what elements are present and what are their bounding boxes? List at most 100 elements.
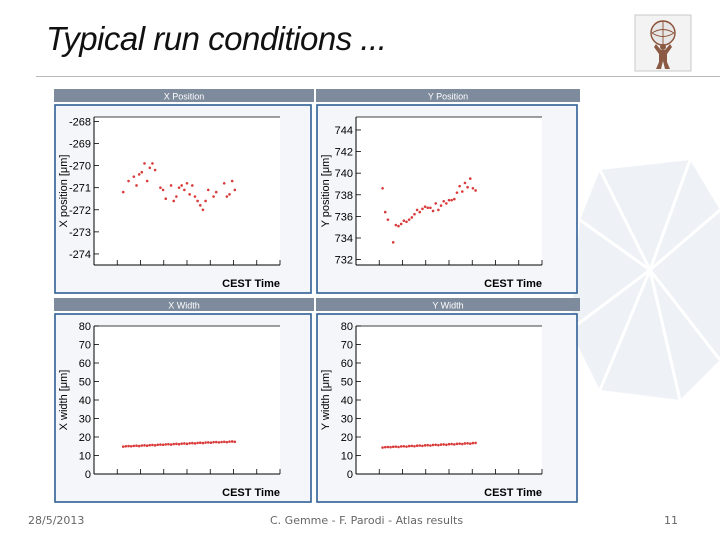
chart-y-position: Y Position 744 742 740 738 736 734 732 Y positio… <box>316 89 580 294</box>
data-point <box>196 199 199 203</box>
data-point <box>129 444 133 448</box>
data-point <box>198 204 202 207</box>
title-divider <box>36 76 720 77</box>
data-point <box>421 444 424 448</box>
data-point <box>447 442 451 446</box>
data-point <box>410 216 414 219</box>
data-point <box>458 184 461 188</box>
data-point <box>175 195 178 198</box>
data-point <box>180 442 183 445</box>
data-point <box>437 443 440 447</box>
data-point <box>383 210 387 214</box>
y-tick-label: 0 <box>85 469 91 481</box>
data-point <box>196 441 199 445</box>
data-point <box>434 202 438 205</box>
data-point <box>191 184 194 187</box>
data-point <box>423 205 427 208</box>
data-point <box>124 444 128 448</box>
background-decoration <box>569 159 720 401</box>
data-point <box>220 440 223 444</box>
data-point <box>159 443 162 446</box>
y-tick-label: 10 <box>79 451 91 463</box>
data-point <box>407 444 411 448</box>
data-point <box>191 441 194 445</box>
data-point <box>437 208 440 212</box>
y-tick-label: -268 <box>69 116 91 128</box>
data-point <box>214 190 218 194</box>
data-point <box>180 184 183 187</box>
data-point <box>161 188 165 192</box>
data-point <box>148 443 152 447</box>
data-point <box>405 220 408 224</box>
data-point <box>445 443 448 447</box>
data-point <box>394 223 398 227</box>
data-point <box>450 198 453 202</box>
footer-date: 28/5/2013 <box>28 514 85 527</box>
data-point <box>209 441 213 445</box>
data-point <box>233 188 237 192</box>
y-tick-label: 742 <box>335 147 353 159</box>
y-tick-label: 20 <box>341 432 353 444</box>
data-point <box>159 186 162 189</box>
atlas-logo <box>634 14 692 72</box>
data-point <box>453 197 456 201</box>
x-axis-label: CEST Time <box>484 278 542 290</box>
data-point <box>206 441 210 444</box>
plot-area <box>356 326 542 474</box>
data-point <box>415 208 419 212</box>
plot-area <box>94 326 280 474</box>
data-point <box>153 168 157 172</box>
data-point <box>135 184 138 187</box>
data-point <box>143 444 146 447</box>
data-point <box>132 175 136 178</box>
y-tick-label: 740 <box>335 168 353 180</box>
data-point <box>164 443 168 446</box>
data-point <box>153 444 157 447</box>
panel-title: Y Position <box>428 92 468 102</box>
panel-title: X Width <box>168 301 200 311</box>
data-point <box>394 445 398 448</box>
data-point <box>145 179 149 183</box>
data-point <box>222 440 226 444</box>
data-point <box>206 188 210 192</box>
y-tick-label: 732 <box>335 255 353 267</box>
data-point <box>389 445 392 449</box>
data-point <box>177 186 181 189</box>
x-axis-label: CEST Time <box>222 278 280 290</box>
data-point <box>228 193 231 196</box>
data-point <box>386 445 390 449</box>
data-point <box>426 443 430 447</box>
y-tick-label: 20 <box>79 432 91 444</box>
data-point <box>127 179 130 183</box>
data-point <box>137 444 141 448</box>
data-point <box>410 444 414 448</box>
y-tick-label: 10 <box>341 451 353 463</box>
data-point <box>455 191 459 194</box>
footer-credit: C. Gemme - F. Parodi - Atlas results <box>270 514 464 527</box>
data-point <box>386 218 390 221</box>
data-point <box>442 443 445 446</box>
data-point <box>164 197 168 201</box>
data-point <box>471 441 475 445</box>
data-point <box>468 442 472 445</box>
data-point <box>185 442 189 446</box>
y-tick-label: 70 <box>341 340 353 352</box>
data-point <box>169 184 173 187</box>
data-point <box>466 441 469 445</box>
slide-title: Typical run conditions ... <box>46 20 387 57</box>
y-tick-label: 734 <box>335 233 353 245</box>
y-axis-label: Y position [μm] <box>320 155 332 228</box>
data-point <box>439 204 443 207</box>
data-point <box>175 442 178 446</box>
data-point <box>450 442 453 446</box>
y-tick-label: -269 <box>69 139 91 151</box>
y-tick-label: 60 <box>341 358 353 370</box>
data-point <box>201 441 205 445</box>
data-point <box>169 443 173 446</box>
data-point <box>399 222 403 226</box>
data-point <box>212 195 215 198</box>
data-point <box>445 202 448 205</box>
data-point <box>442 199 445 203</box>
data-point <box>391 445 395 449</box>
data-point <box>135 444 138 447</box>
